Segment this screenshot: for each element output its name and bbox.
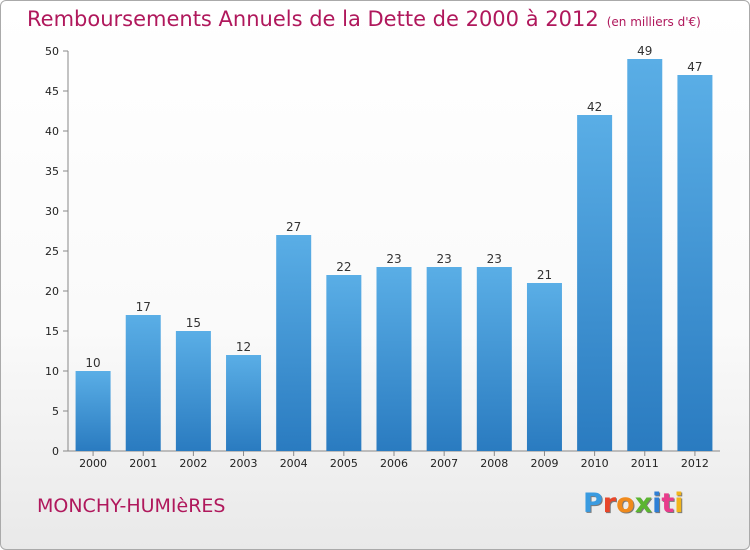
bar [677,75,713,451]
data-label: 47 [687,60,702,74]
commune-name: MONCHY-HUMIèRES [37,495,226,517]
x-tick-label: 2012 [681,457,709,470]
chart-bars [75,59,713,451]
bar [75,371,111,451]
bar [526,283,562,451]
y-tick-label: 30 [45,205,59,218]
y-tick-label: 40 [45,125,59,138]
data-label: 23 [487,252,502,266]
y-tick-label: 35 [45,165,59,178]
data-label: 23 [437,252,452,266]
logo-letter: x [634,488,653,519]
bar [627,59,663,451]
chart-subtitle: (en milliers d'€) [606,15,701,29]
bar [226,355,262,451]
title-text: Remboursements Annuels de la Dette de 20… [27,7,599,31]
x-tick-label: 2001 [129,457,157,470]
logo-letter: o [616,488,635,519]
data-label: 12 [236,340,251,354]
y-tick-label: 5 [52,405,59,418]
bar [426,267,462,451]
bar [125,315,161,451]
y-tick-label: 15 [45,325,59,338]
data-label: 21 [537,268,552,282]
y-tick-label: 20 [45,285,59,298]
x-tick-label: 2004 [280,457,308,470]
x-tick-label: 2006 [380,457,408,470]
bar [326,275,362,451]
logo-letter: t [661,488,675,519]
bar [175,331,211,451]
logo-letter: P [583,488,603,519]
proxiti-logo: Proxiti [583,488,684,519]
x-tick-label: 2011 [631,457,659,470]
x-tick-label: 2000 [79,457,107,470]
bar [376,267,412,451]
data-label: 42 [587,100,602,114]
logo-letter: r [602,488,617,519]
y-tick-label: 25 [45,245,59,258]
y-tick-label: 10 [45,365,59,378]
x-tick-label: 2002 [179,457,207,470]
y-tick-label: 0 [52,445,59,458]
data-label: 22 [336,260,351,274]
x-tick-label: 2003 [230,457,258,470]
data-label: 23 [386,252,401,266]
data-label: 10 [85,356,100,370]
x-tick-label: 2008 [480,457,508,470]
data-label: 17 [136,300,151,314]
x-tick-label: 2007 [430,457,458,470]
x-tick-label: 2009 [530,457,558,470]
bar [276,235,312,451]
data-label: 27 [286,220,301,234]
bar [476,267,512,451]
y-tick-label: 50 [45,45,59,58]
chart-labels: 2000 10 2001 17 2002 15 2003 12 2004 27 2005 22 2006… [79,44,709,470]
logo-letter: i [674,488,684,519]
chart-title: Remboursements Annuels de la Dette de 20… [27,7,701,31]
bar [577,115,613,451]
logo-letter: i [652,488,662,519]
y-tick-label: 45 [45,85,59,98]
data-label: 15 [186,316,201,330]
x-tick-label: 2010 [581,457,609,470]
x-tick-label: 2005 [330,457,358,470]
data-label: 49 [637,44,652,58]
